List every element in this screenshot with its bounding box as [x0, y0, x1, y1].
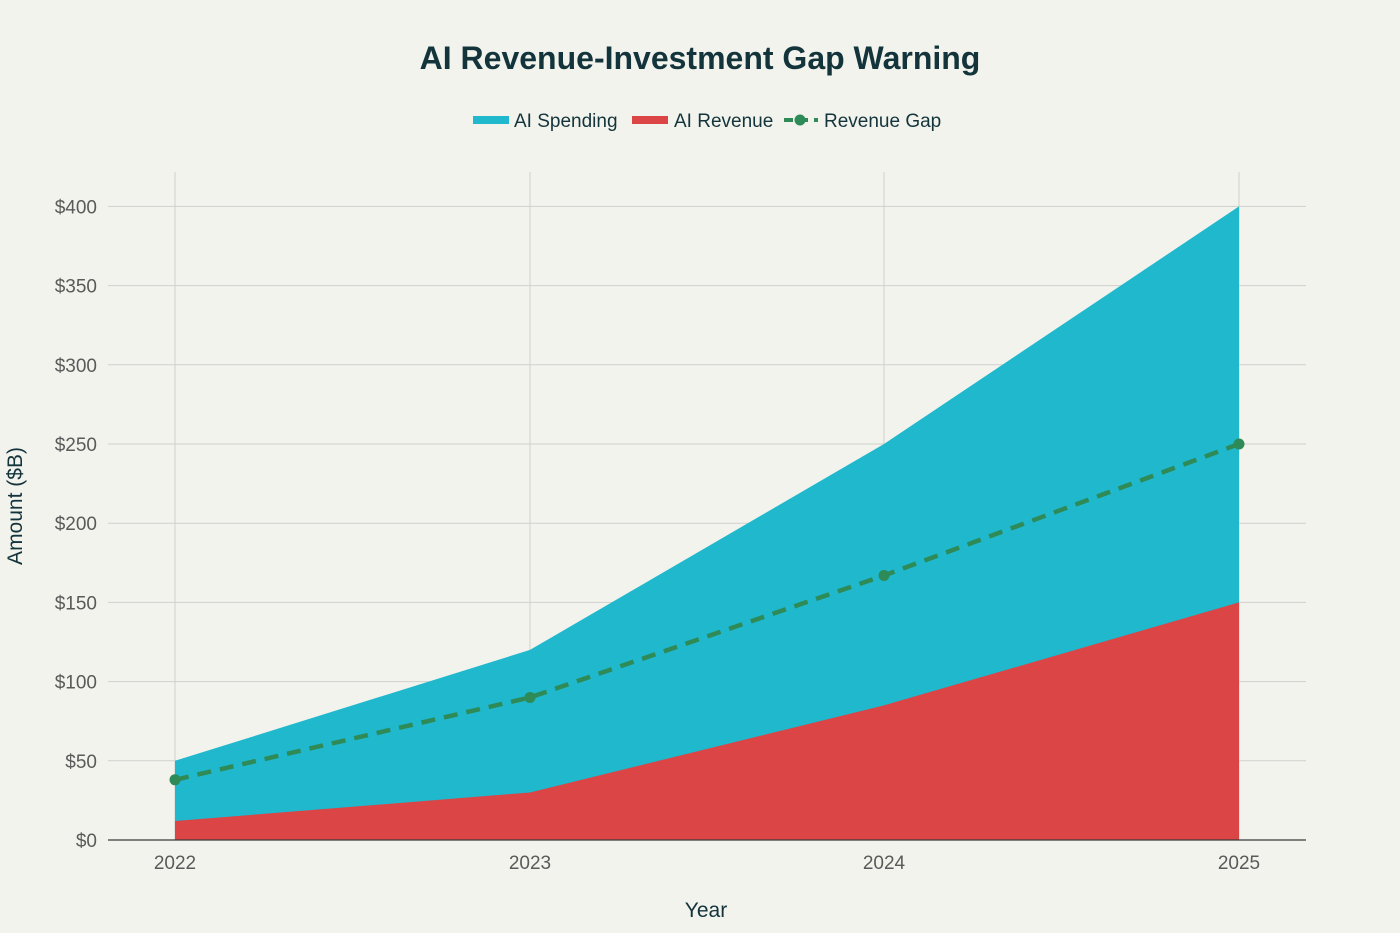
- gap-line-layer: [169, 438, 1245, 786]
- y-tick-label: $350: [55, 277, 97, 298]
- x-axis-title: Year: [685, 899, 727, 922]
- y-tick-label: $300: [55, 356, 97, 377]
- legend-item-revenue-gap[interactable]: Revenue Gap: [784, 111, 941, 132]
- y-tick-label: $100: [55, 673, 97, 694]
- y-tick-label: $200: [55, 514, 97, 535]
- y-tick-label: $0: [76, 831, 97, 852]
- x-tick-label: 2023: [509, 853, 551, 874]
- y-axis-title: Amount ($B): [4, 447, 27, 565]
- legend-label-ai-revenue: AI Revenue: [674, 111, 773, 132]
- marker-revenue-gap[interactable]: [524, 691, 536, 703]
- legend-swatch-revenue-gap-marker: [794, 114, 806, 126]
- marker-revenue-gap[interactable]: [1233, 438, 1245, 450]
- marker-revenue-gap[interactable]: [169, 774, 181, 786]
- marker-revenue-gap[interactable]: [878, 569, 890, 581]
- data-areas: [175, 206, 1239, 840]
- area-ai-revenue: [175, 602, 1239, 840]
- y-tick-label: $400: [55, 197, 97, 218]
- y-axis-ticks: $0 $50 $100 $150 $200 $250 $300 $350 $400: [55, 197, 97, 852]
- legend-item-ai-revenue[interactable]: AI Revenue: [632, 111, 773, 132]
- x-tick-label: 2022: [154, 853, 196, 874]
- y-tick-label: $250: [55, 435, 97, 456]
- line-revenue-gap: [174, 441, 1240, 782]
- chart-title: AI Revenue-Investment Gap Warning: [420, 40, 981, 76]
- legend-label-ai-spending: AI Spending: [514, 111, 618, 132]
- x-axis-ticks: 2022 2023 2024 2025: [154, 853, 1260, 874]
- legend: AI Spending AI Revenue Revenue Gap: [473, 111, 941, 132]
- x-tick-label: 2025: [1218, 853, 1260, 874]
- legend-label-revenue-gap: Revenue Gap: [824, 111, 941, 132]
- y-tick-label: $50: [65, 752, 97, 773]
- legend-swatch-ai-spending: [473, 116, 509, 124]
- y-tick-label: $150: [55, 593, 97, 614]
- x-tick-label: 2024: [863, 853, 906, 874]
- legend-item-ai-spending[interactable]: AI Spending: [473, 111, 618, 132]
- legend-swatch-ai-revenue: [632, 116, 668, 124]
